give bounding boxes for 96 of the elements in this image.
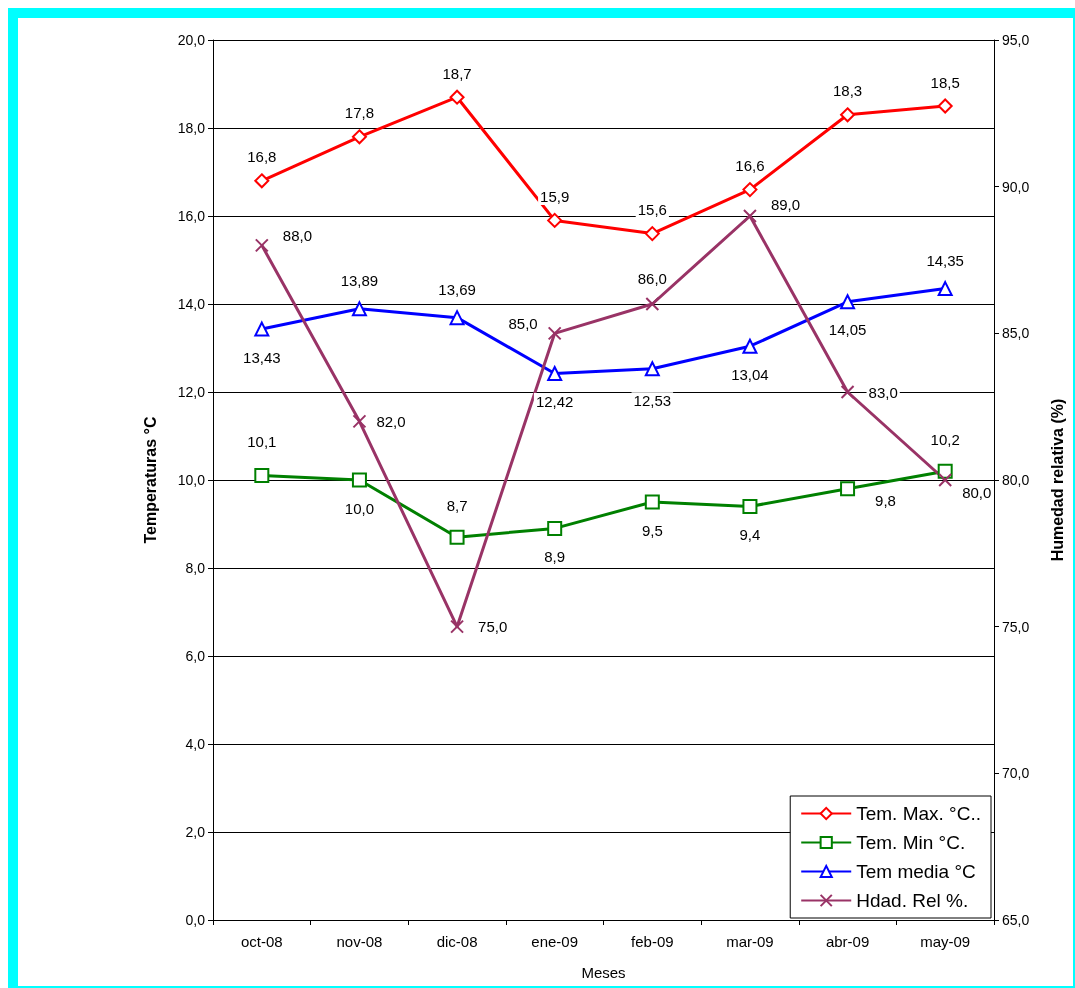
x-tick-label: may-09 bbox=[920, 933, 971, 950]
data-label: 83,0 bbox=[868, 383, 898, 401]
y-tick-label: 6,0 bbox=[185, 648, 206, 664]
x-tick-label: ene-09 bbox=[531, 933, 579, 950]
data-label: 16,6 bbox=[735, 157, 765, 175]
data-label: 12,53 bbox=[633, 392, 672, 410]
x-tick-label: oct-08 bbox=[240, 933, 283, 950]
point bbox=[351, 129, 367, 145]
point bbox=[645, 297, 660, 311]
data-label: 75,0 bbox=[478, 618, 508, 636]
data-label: 10,0 bbox=[344, 499, 375, 517]
data-label: 8,7 bbox=[446, 496, 468, 514]
y-tick-label: 10,0 bbox=[177, 472, 206, 488]
x-axis-title: Meses bbox=[581, 964, 626, 981]
y-tick-label: 4,0 bbox=[185, 736, 206, 752]
point bbox=[742, 209, 757, 223]
legend-label: Tem. Min °C. bbox=[856, 832, 966, 853]
point bbox=[937, 281, 953, 297]
data-label: 82,0 bbox=[376, 412, 406, 430]
point bbox=[449, 89, 465, 105]
y2-tick-label: 65,0 bbox=[1002, 912, 1030, 928]
y-tick-label: 2,0 bbox=[185, 824, 206, 840]
y2-tick-label: 75,0 bbox=[1002, 618, 1030, 635]
data-label: 9,4 bbox=[739, 525, 761, 543]
point bbox=[547, 520, 563, 536]
point bbox=[742, 498, 758, 514]
data-label: 10,1 bbox=[247, 433, 277, 451]
y-tick-label: 8,0 bbox=[185, 560, 206, 576]
point bbox=[644, 226, 660, 242]
y-tick-label: 20,0 bbox=[177, 32, 206, 48]
y2-tick-label: 95,0 bbox=[1002, 32, 1030, 48]
y-tick-label: 0,0 bbox=[185, 912, 206, 928]
x-tick-label: dic-08 bbox=[436, 933, 478, 950]
point bbox=[547, 212, 563, 228]
y2-axis-title: Humedad relativa (%) bbox=[1048, 398, 1066, 562]
data-label: 13,43 bbox=[243, 348, 281, 366]
data-label: 14,35 bbox=[926, 252, 964, 270]
point bbox=[450, 619, 465, 634]
data-label: 9,8 bbox=[875, 492, 896, 510]
x-tick-label: mar-09 bbox=[726, 933, 774, 950]
data-label: 9,5 bbox=[641, 521, 663, 539]
data-label: 16,8 bbox=[247, 148, 277, 166]
point bbox=[254, 468, 270, 484]
point bbox=[352, 414, 367, 429]
data-label: 18,3 bbox=[832, 82, 863, 100]
x-tick-label: feb-09 bbox=[631, 933, 674, 950]
y2-tick-label: 85,0 bbox=[1002, 325, 1030, 342]
y-tick-label: 18,0 bbox=[177, 120, 206, 136]
data-label: 8,9 bbox=[544, 547, 566, 565]
point bbox=[938, 473, 953, 487]
point bbox=[449, 529, 465, 545]
data-label: 10,2 bbox=[930, 430, 960, 448]
data-label: 86,0 bbox=[637, 270, 667, 287]
point bbox=[547, 366, 563, 382]
data-label: 89,0 bbox=[770, 195, 801, 213]
data-label: 13,04 bbox=[731, 365, 769, 383]
data-label: 18,7 bbox=[442, 64, 472, 82]
data-label: 88,0 bbox=[282, 226, 313, 244]
y-tick-label: 16,0 bbox=[177, 208, 206, 224]
y2-tick-label: 70,0 bbox=[1002, 765, 1030, 782]
point bbox=[254, 238, 269, 253]
data-label: 17,8 bbox=[344, 104, 375, 122]
point bbox=[840, 294, 856, 310]
data-label: 13,89 bbox=[340, 272, 379, 290]
point bbox=[840, 107, 856, 123]
y-axis-title: Temperaturas °C bbox=[141, 416, 159, 544]
legend-label: Tem media °C bbox=[856, 861, 976, 882]
data-label: 85,0 bbox=[508, 314, 538, 332]
data-label: 15,9 bbox=[540, 187, 570, 205]
point bbox=[840, 385, 855, 399]
data-label: 13,69 bbox=[438, 281, 476, 299]
point bbox=[742, 182, 758, 198]
data-label: 80,0 bbox=[962, 483, 992, 501]
data-label: 18,5 bbox=[930, 73, 960, 91]
point bbox=[254, 173, 270, 189]
point bbox=[644, 494, 660, 510]
x-tick-label: abr-09 bbox=[825, 933, 870, 950]
point bbox=[351, 472, 367, 488]
data-label: 12,42 bbox=[535, 393, 574, 411]
point bbox=[254, 321, 270, 337]
point bbox=[644, 361, 660, 377]
point bbox=[547, 326, 562, 341]
point bbox=[449, 310, 465, 326]
point bbox=[840, 481, 856, 497]
point bbox=[351, 301, 367, 317]
legend-label: Hdad. Rel %. bbox=[856, 890, 969, 911]
x-tick-label: nov-08 bbox=[336, 933, 383, 950]
point bbox=[937, 98, 953, 114]
y-tick-label: 12,0 bbox=[177, 384, 206, 400]
y-tick-label: 14,0 bbox=[177, 296, 206, 312]
data-label: 14,05 bbox=[828, 321, 867, 339]
point bbox=[742, 338, 758, 354]
y2-tick-label: 90,0 bbox=[1002, 178, 1030, 195]
y2-tick-label: 80,0 bbox=[1002, 472, 1030, 488]
data-label: 15,6 bbox=[637, 201, 667, 219]
legend-label: Tem. Max. °C.. bbox=[856, 803, 981, 824]
